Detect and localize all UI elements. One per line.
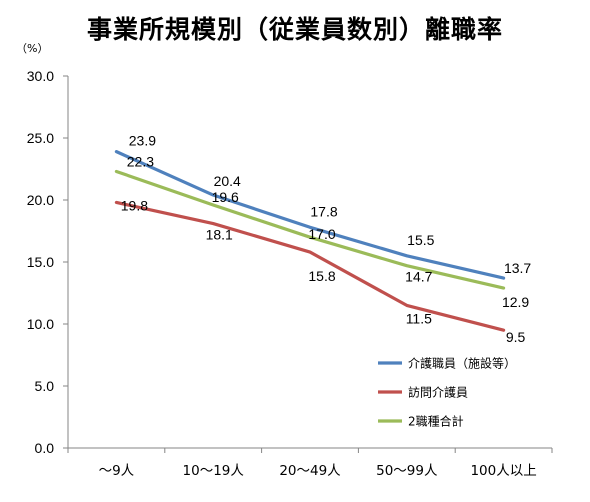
data-label: 19.8 — [121, 197, 148, 213]
legend-label: 介護職員（施設等） — [408, 356, 516, 371]
data-label: 17.0 — [308, 226, 335, 242]
legend-label: 訪問介護員 — [408, 385, 468, 400]
x-category-label: 20～49人 — [279, 463, 341, 479]
data-label: 20.4 — [214, 173, 241, 189]
data-label: 17.8 — [310, 203, 337, 219]
series-line-1 — [114, 150, 506, 280]
x-category-label: 10～19人 — [183, 463, 245, 479]
series-line-3 — [114, 169, 506, 290]
data-label: 23.9 — [129, 133, 156, 149]
data-label: 15.8 — [308, 268, 335, 284]
data-label: 13.7 — [504, 260, 531, 276]
data-label: 11.5 — [406, 310, 432, 326]
data-label: 15.5 — [407, 232, 434, 248]
y-tick-label: 20.0 — [27, 192, 54, 208]
y-tick-label: 25.0 — [27, 130, 54, 146]
data-label: 9.5 — [506, 329, 526, 345]
y-tick-label: 15.0 — [27, 254, 54, 270]
y-tick-label: 0.0 — [35, 440, 55, 456]
data-label: 14.7 — [405, 269, 432, 285]
chart-title: 事業所規模別（従業員数別）離職率 — [86, 15, 503, 44]
x-category-label: 50～99人 — [376, 463, 438, 479]
y-axis-unit: （%） — [16, 42, 49, 55]
data-label: 12.9 — [502, 294, 529, 310]
y-tick-label: 30.0 — [27, 68, 54, 84]
legend-label: 2職種合計 — [408, 414, 464, 429]
data-label: 18.1 — [206, 227, 233, 243]
data-label: 22.3 — [127, 153, 154, 169]
y-tick-label: 5.0 — [35, 378, 55, 394]
data-label: 19.6 — [212, 189, 239, 205]
series-line-2 — [114, 200, 506, 332]
x-category-label: ～9人 — [99, 463, 135, 479]
x-category-label: 100人以上 — [470, 463, 536, 479]
y-tick-label: 10.0 — [27, 316, 54, 332]
